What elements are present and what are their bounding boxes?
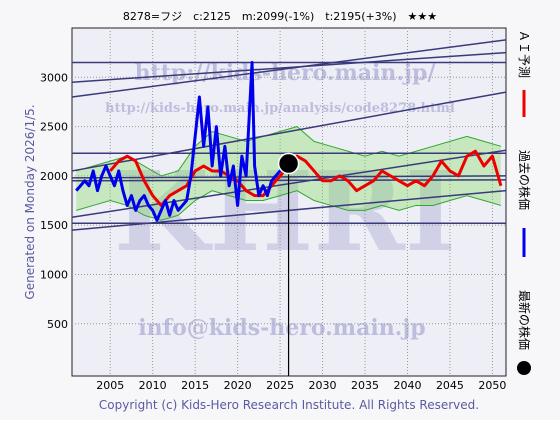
series-line xyxy=(75,61,286,222)
y-tick-label: 3000 xyxy=(40,71,68,84)
watermark: http://kids-hero.main.jp/analysis/code82… xyxy=(105,101,455,116)
y-tick-label: 2500 xyxy=(40,121,68,134)
band-edge xyxy=(76,126,502,177)
trend-line xyxy=(71,51,507,83)
trend-line xyxy=(71,91,507,172)
legend-label: ＡＩ予測 xyxy=(517,30,531,78)
x-tick-label: 2020 xyxy=(224,379,252,392)
x-tick-label: 2035 xyxy=(351,379,379,392)
latest-point xyxy=(277,152,300,175)
x-tick-label: 2010 xyxy=(139,379,167,392)
legend-label: 最新の株価 xyxy=(517,290,532,350)
legend-label: 過去の株価 xyxy=(517,150,532,210)
x-tick-label: 2050 xyxy=(478,379,506,392)
series-line xyxy=(109,149,503,207)
x-tick-label: 2005 xyxy=(96,379,124,392)
trend-line xyxy=(71,39,507,98)
x-tick-label: 2040 xyxy=(393,379,421,392)
x-tick-label: 2025 xyxy=(266,379,294,392)
generated-note: Generated on Monday 2026/1/5. xyxy=(23,104,37,299)
y-tick-label: 1000 xyxy=(40,268,68,281)
x-tick-label: 2015 xyxy=(181,379,209,392)
copyright: Copyright (c) Kids-Hero Research Institu… xyxy=(99,398,479,412)
y-tick-label: 500 xyxy=(47,318,68,331)
y-tick-label: 2000 xyxy=(40,170,68,183)
x-tick-label: 2045 xyxy=(436,379,464,392)
legend-swatch xyxy=(517,361,531,375)
watermark: info@kids-hero.main.jp xyxy=(138,315,425,341)
x-tick-label: 2030 xyxy=(309,379,337,392)
chart-title: 8278=フジ c:2125 m:2099(-1%) t:2195(+3%) ★… xyxy=(123,10,437,23)
y-tick-label: 1500 xyxy=(40,219,68,232)
